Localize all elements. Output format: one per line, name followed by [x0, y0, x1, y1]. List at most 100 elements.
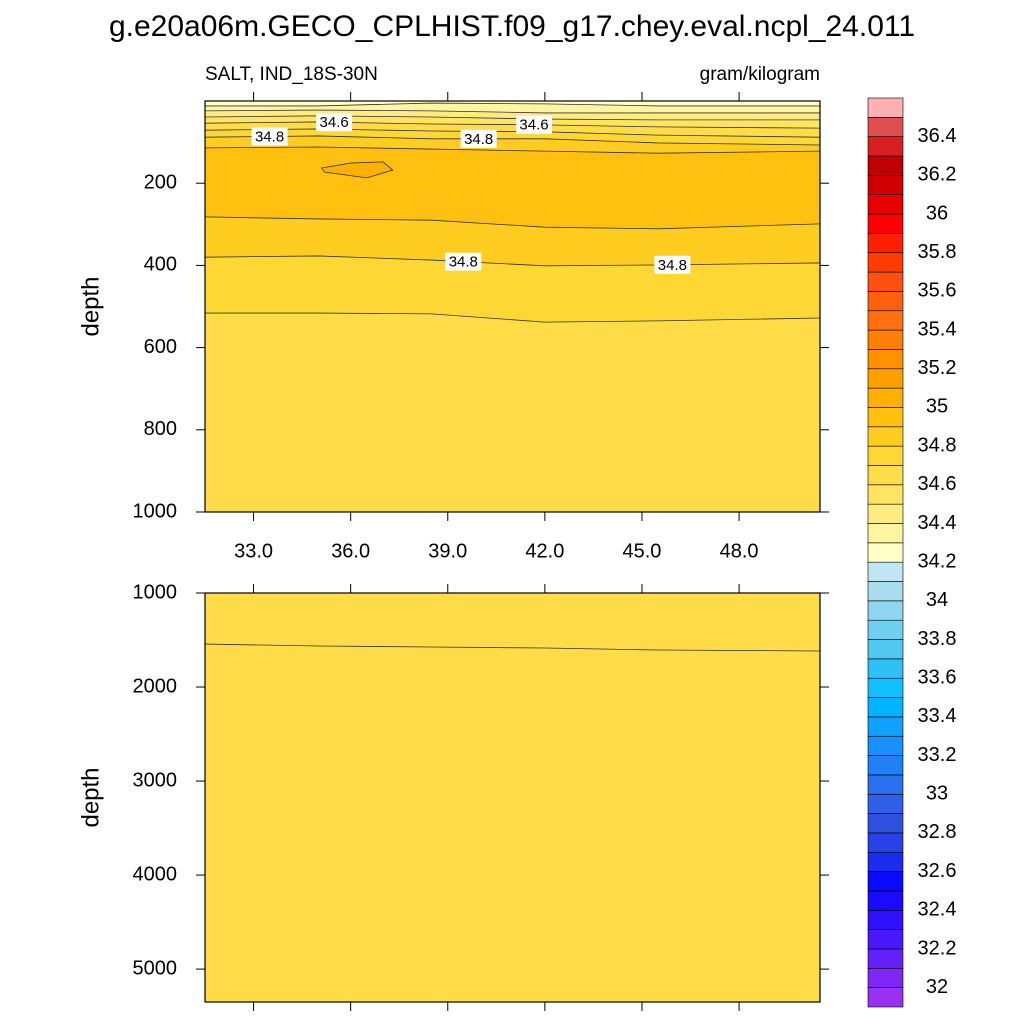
colorbar-box	[867, 271, 904, 292]
colorbar-box	[867, 832, 904, 853]
contour-fill	[205, 121, 820, 138]
colorbar-box	[867, 561, 904, 582]
colorbar-box	[867, 600, 904, 621]
colorbar-label: 32	[926, 976, 948, 998]
colorbar-box	[867, 155, 904, 176]
colorbar-box	[867, 407, 904, 428]
contour-line	[205, 121, 820, 129]
y-tick-label: 200	[144, 171, 177, 193]
colorbar-box	[867, 755, 904, 776]
contour-fill	[205, 593, 820, 652]
contour-fill	[205, 115, 820, 129]
x-tick-label: 33.0	[234, 540, 273, 562]
colorbar-label: 34.2	[918, 550, 957, 572]
plot-frame	[204, 592, 821, 1003]
colorbar-box	[867, 968, 904, 988]
contour-fill	[205, 147, 820, 229]
colorbar-box	[867, 523, 904, 544]
colorbar-box	[867, 542, 904, 563]
x-tick-label: 36.0	[331, 540, 370, 562]
colorbar-box	[867, 329, 904, 350]
contour-fill	[205, 128, 820, 145]
colorbar-label: 33.2	[918, 744, 957, 766]
y-tick-label: 5000	[133, 957, 178, 979]
colorbar-box	[867, 948, 904, 969]
contour-line	[205, 109, 820, 114]
colorbar-label: 32.6	[918, 860, 957, 882]
colorbar-label: 32.4	[918, 899, 957, 921]
y-tick-label: 3000	[133, 769, 178, 791]
line-label: 34.8	[464, 131, 493, 148]
colorbar-box	[867, 987, 904, 1008]
colorbar-box	[867, 252, 904, 273]
colorbar-box	[867, 851, 904, 872]
colorbar-box	[867, 677, 904, 698]
line-label: 34.8	[658, 257, 687, 274]
colorbar-box	[867, 658, 904, 679]
y-tick-label: 400	[144, 254, 177, 276]
contour-fill	[205, 313, 820, 512]
colorbar-box	[867, 813, 904, 834]
closed-contour	[320, 161, 394, 179]
colorbar-label: 35.8	[918, 241, 957, 263]
line-label-bg	[445, 252, 482, 271]
colorbar-box	[867, 387, 904, 408]
colorbar-box	[867, 465, 904, 486]
y-tick-label: 600	[144, 336, 177, 358]
contour-fill	[205, 103, 820, 113]
plot-area	[205, 101, 820, 512]
colorbar-label: 36.2	[918, 164, 957, 186]
colorbar-label: 32.2	[918, 937, 957, 959]
colorbar-box	[867, 426, 904, 447]
y-tick-label: 4000	[133, 863, 178, 885]
colorbar-box	[867, 349, 904, 370]
chart-title: g.e20a06m.GECO_CPLHIST.f09_g17.chey.eval…	[109, 10, 915, 43]
y-tick-label: 1000	[133, 581, 178, 603]
colorbar-label: 34	[926, 589, 948, 611]
x-tick-label: 48.0	[720, 540, 759, 562]
colorbar-label: 35.4	[918, 318, 957, 340]
y-tick-label: 2000	[133, 675, 178, 697]
x-tick-label: 39.0	[428, 540, 467, 562]
colorbar-box	[867, 136, 904, 157]
colorbar-box	[867, 909, 904, 930]
colorbar-box	[867, 619, 904, 640]
contour-line	[205, 146, 820, 154]
y-axis-label: depth	[77, 767, 104, 827]
x-tick-label: 45.0	[623, 540, 662, 562]
colorbar-box	[867, 581, 904, 602]
plot-frame	[204, 100, 821, 513]
colorbar-box	[867, 484, 904, 505]
colorbar-label: 35.6	[918, 280, 957, 302]
contour-line	[205, 216, 820, 230]
contour-fill	[205, 216, 820, 266]
colorbar-box	[867, 774, 904, 795]
contour-line	[205, 102, 820, 107]
contour-line	[205, 312, 820, 323]
y-tick-label: 1000	[133, 500, 178, 522]
colorbar-box	[867, 639, 904, 660]
colorbar-box	[867, 929, 904, 950]
line-label-bg	[460, 129, 497, 148]
right-subtitle: gram/kilogram	[700, 64, 820, 85]
colorbar-box	[867, 890, 904, 911]
colorbar-label: 34.6	[918, 473, 957, 495]
colorbar-label: 35.2	[918, 357, 957, 379]
line-label-bg	[251, 127, 288, 146]
colorbar-label: 33	[926, 783, 948, 805]
colorbar-label: 36	[926, 202, 948, 224]
colorbar-label: 32.8	[918, 821, 957, 843]
colorbar-box	[867, 445, 904, 466]
y-tick-label: 800	[144, 418, 177, 440]
left-subtitle: SALT, IND_18S-30N	[205, 64, 378, 85]
colorbar-box	[867, 117, 904, 137]
colorbar-box	[867, 368, 904, 389]
contour-fill	[205, 110, 820, 120]
colorbar-label: 33.6	[918, 666, 957, 688]
colorbar-box	[867, 233, 904, 254]
contour-fill	[205, 135, 820, 154]
y-axis-label: depth	[77, 276, 104, 336]
line-label: 34.8	[255, 128, 284, 145]
colorbar-label: 36.4	[918, 125, 957, 147]
colorbar-label: 33.8	[918, 628, 957, 650]
